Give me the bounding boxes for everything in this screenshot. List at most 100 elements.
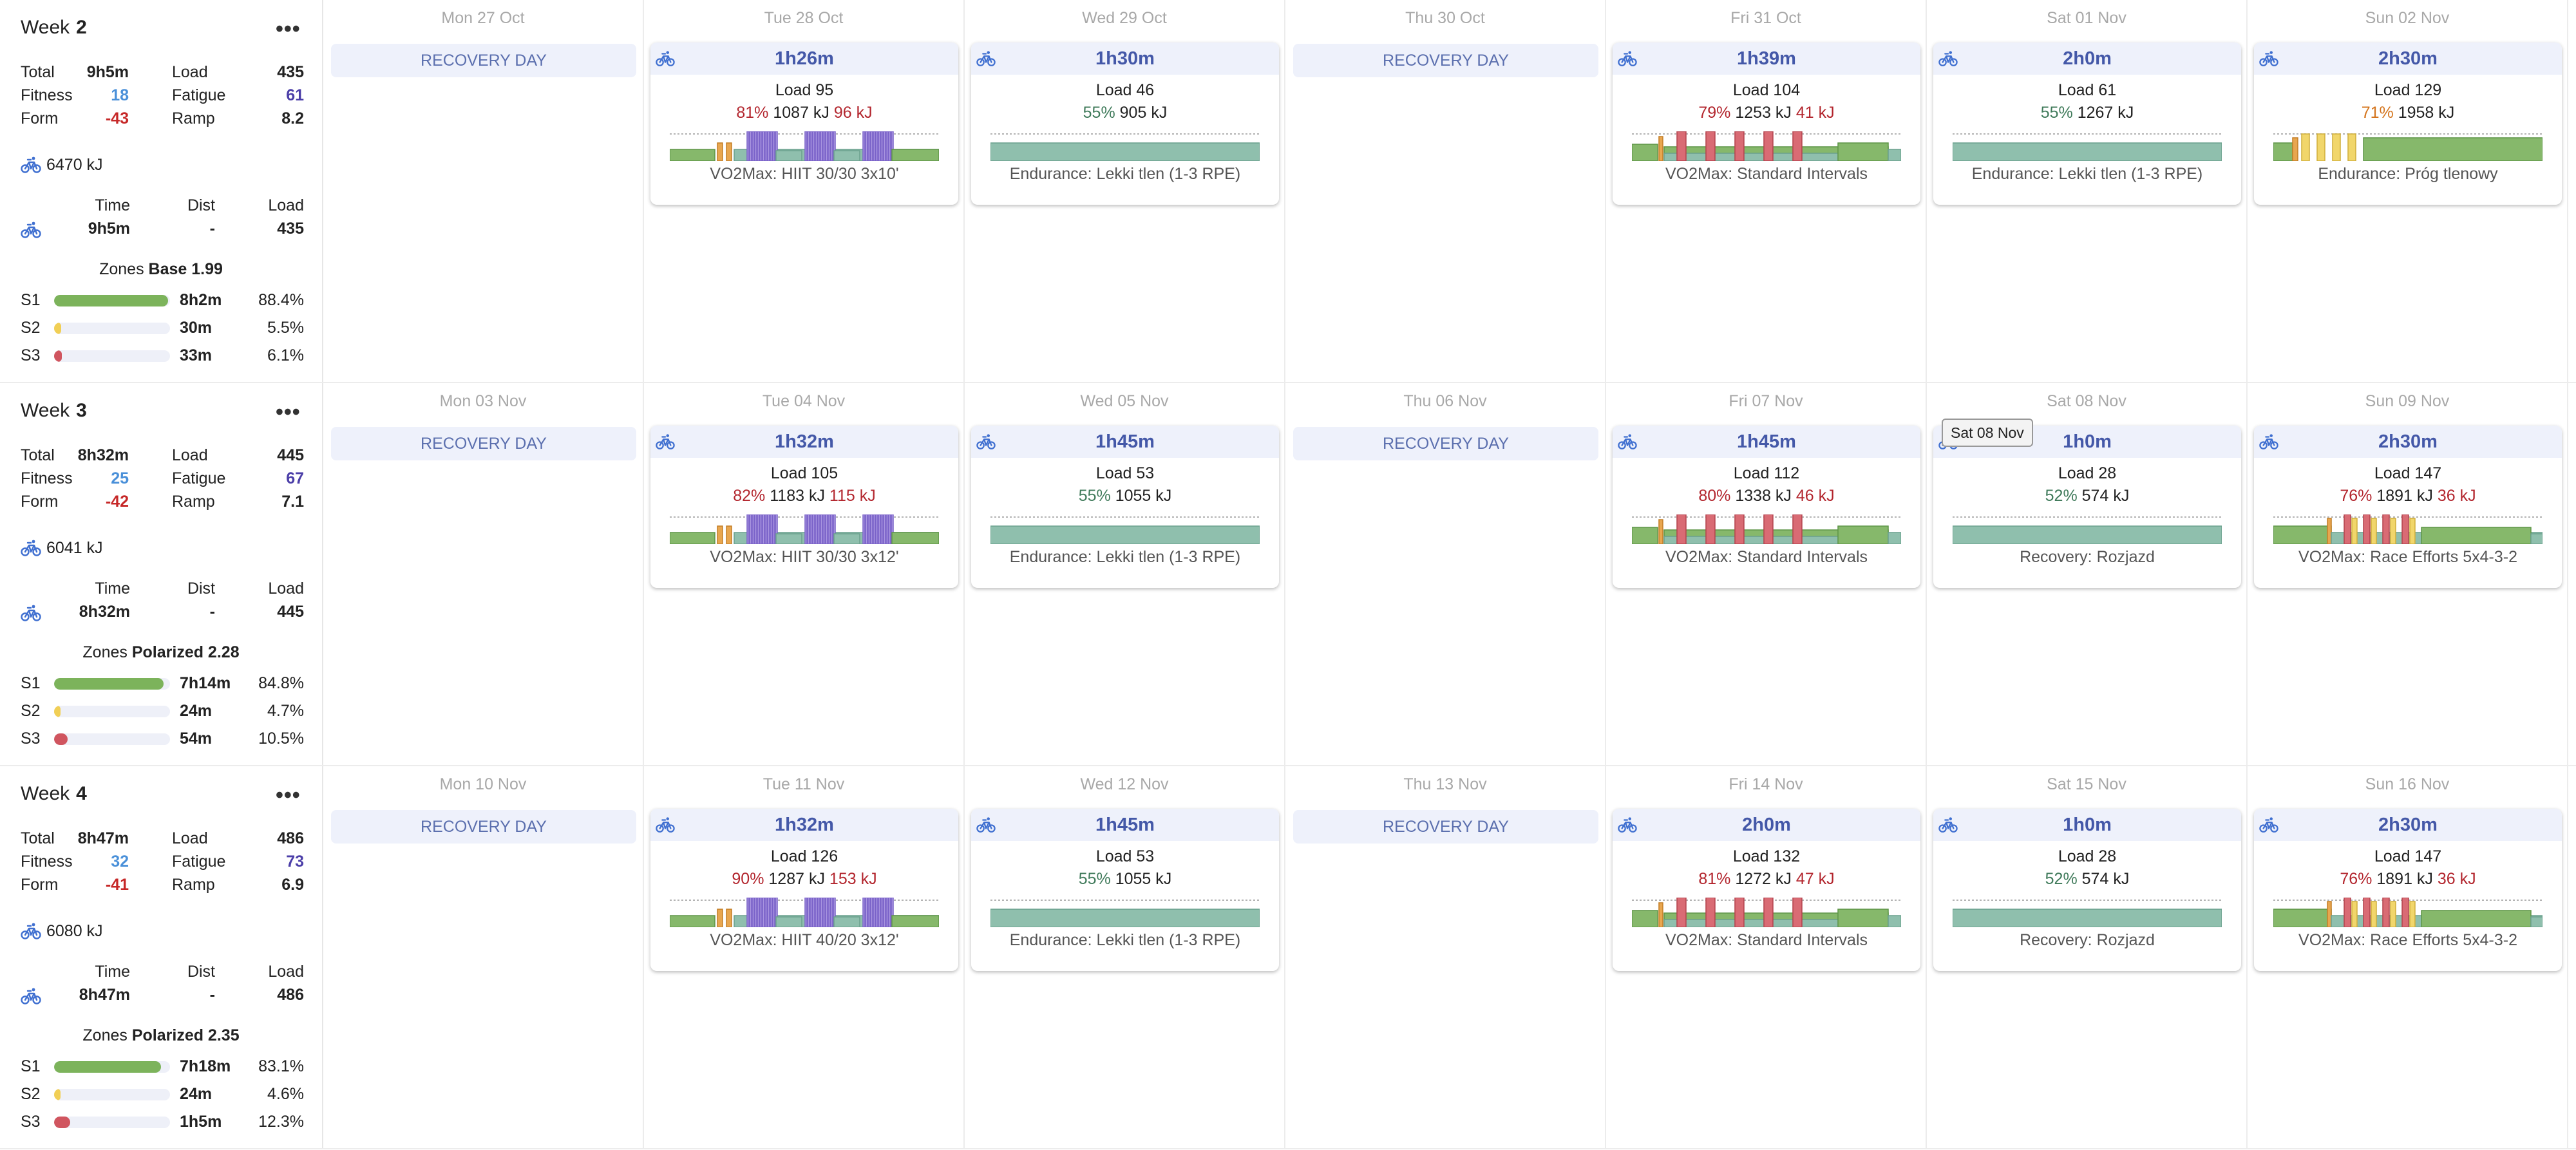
day-cell[interactable]: Thu 13 Nov RECOVERY DAY xyxy=(1285,766,1606,1148)
load-label: Load xyxy=(172,446,208,464)
workout-card[interactable]: 1h26m Load 95 81% 1087 kJ 96 kJ VO2Max: HII… xyxy=(650,42,958,205)
race-effort xyxy=(2344,898,2351,927)
table-row: 8h32m - 445 xyxy=(21,603,304,626)
day-date: Tue 28 Oct xyxy=(764,9,844,27)
workout-load: Load 61 xyxy=(2058,81,2117,99)
zone-percent: 5.5% xyxy=(267,319,304,337)
workout-card[interactable]: 1h32m Load 126 90% 1287 kJ 153 kJ VO2Max: H… xyxy=(650,809,958,971)
day-cell[interactable]: Tue 11 Nov 1h32m Load 126 90% 1287 kJ 153 k… xyxy=(644,766,965,1148)
workout-card[interactable]: 1h30m Load 46 55% 905 kJ Endurance: Lekki t… xyxy=(971,42,1279,205)
day-cell[interactable]: Mon 27 Oct RECOVERY DAY xyxy=(323,0,644,382)
bike-icon xyxy=(656,817,675,833)
zone-percent: 4.6% xyxy=(267,1085,304,1103)
hiit-rep xyxy=(825,514,828,544)
day-cell[interactable]: Thu 06 Nov RECOVERY DAY xyxy=(1285,383,1606,765)
intensity-percent: 76% xyxy=(2340,487,2372,505)
day-cell[interactable]: Sun 16 Nov 2h30m Load 147 76% 1891 kJ 36 kJ… xyxy=(2248,766,2568,1148)
workout-card[interactable]: 2h30m Load 147 76% 1891 kJ 36 kJ VO2Max: Ra… xyxy=(2254,809,2562,971)
day-cell[interactable]: Sat 01 Nov 2h0m Load 61 55% 1267 kJ Enduranc… xyxy=(1927,0,2248,382)
fatigue-label: Fatigue xyxy=(172,469,226,487)
workout-card[interactable]: 1h32m Load 105 82% 1183 kJ 115 kJ VO2Max: H… xyxy=(650,426,958,588)
workout-card[interactable]: 2h0m Load 61 55% 1267 kJ Endurance: Lekki t… xyxy=(1933,42,2241,205)
more-options-button[interactable]: ••• xyxy=(276,400,301,424)
workout-load: Load 126 xyxy=(770,847,838,865)
workout-energy: 1087 kJ xyxy=(773,104,829,122)
endurance-block xyxy=(990,909,1260,927)
race-effort xyxy=(2382,514,2390,544)
bike-icon xyxy=(656,434,675,449)
load-header: Load xyxy=(268,580,304,598)
hiit-rep xyxy=(878,514,881,544)
day-date: Fri 31 Oct xyxy=(1730,9,1801,27)
hiit-rep xyxy=(746,898,750,927)
workout-card[interactable]: 1h0m Load 28 52% 574 kJ Recovery: Rozjazd xyxy=(1933,426,2241,588)
day-cell[interactable]: Tue 04 Nov 1h32m Load 105 82% 1183 kJ 115 k… xyxy=(644,383,965,765)
zone-name: S1 xyxy=(21,674,41,692)
day-cell[interactable]: Fri 07 Nov 1h45m Load 112 80% 1338 kJ 46 kJ… xyxy=(1606,383,1927,765)
day-cell[interactable]: Thu 30 Oct RECOVERY DAY xyxy=(1285,0,1606,382)
day-cell[interactable]: Sat 15 Nov 1h0m Load 28 52% 574 kJ Recovery:… xyxy=(1927,766,2248,1148)
hiit-rep xyxy=(875,514,878,544)
cooldown-block xyxy=(2530,533,2543,544)
day-cell[interactable]: Fri 31 Oct 1h39m Load 104 79% 1253 kJ 41 kJ… xyxy=(1606,0,1927,382)
total-value: 8h47m xyxy=(77,829,129,847)
zone-time: 8h2m xyxy=(180,291,222,309)
bike-icon xyxy=(1938,817,1958,833)
above-threshold-energy: 46 kJ xyxy=(1795,487,1835,505)
more-options-button[interactable]: ••• xyxy=(276,17,301,41)
workout-card[interactable]: 1h45m Load 53 55% 1055 kJ Endurance: Lekki … xyxy=(971,426,1279,588)
workout-card[interactable]: 2h30m Load 129 71% 1958 kJ Endurance: Próg … xyxy=(2254,42,2562,205)
activity-table: Time Dist Load 9h5m - 435 xyxy=(21,196,304,243)
day-cell[interactable]: Mon 03 Nov RECOVERY DAY xyxy=(323,383,644,765)
hiit-rep xyxy=(815,898,818,927)
form-label: Form xyxy=(21,109,59,127)
hiit-rep xyxy=(870,131,873,161)
hiit-rep xyxy=(886,131,889,161)
hiit-rep xyxy=(862,514,866,544)
zone-row: S2 24m 4.7% xyxy=(21,702,304,725)
hiit-rep xyxy=(875,898,878,927)
hiit-rep xyxy=(873,898,876,927)
workout-card[interactable]: 2h30m Load 147 76% 1891 kJ 36 kJ VO2Max: Ra… xyxy=(2254,426,2562,588)
workout-stats: 52% 574 kJ xyxy=(1933,487,2241,505)
zones-title: Zones Base 1.99 xyxy=(0,260,322,279)
workout-card[interactable]: 1h45m Load 53 55% 1055 kJ Endurance: Lekki … xyxy=(971,809,1279,971)
workout-duration: 1h45m xyxy=(1737,431,1796,452)
day-cell[interactable]: Mon 10 Nov RECOVERY DAY xyxy=(323,766,644,1148)
zones-title: Zones Polarized 2.35 xyxy=(0,1026,322,1045)
day-cell[interactable]: Fri 14 Nov 2h0m Load 132 81% 1272 kJ 47 kJ V… xyxy=(1606,766,1927,1148)
day-date: Sun 09 Nov xyxy=(2365,392,2450,410)
workout-card[interactable]: 1h0m Load 28 52% 574 kJ Recovery: Rozjazd xyxy=(1933,809,2241,971)
workout-card-header: 1h26m xyxy=(650,42,958,75)
day-cell[interactable]: Sun 09 Nov 2h30m Load 147 76% 1891 kJ 36 kJ… xyxy=(2248,383,2568,765)
hiit-rep xyxy=(888,898,891,927)
day-cell[interactable]: Wed 29 Oct 1h30m Load 46 55% 905 kJ Enduranc… xyxy=(965,0,1285,382)
hiit-rep xyxy=(878,898,881,927)
more-options-button[interactable]: ••• xyxy=(276,783,301,807)
workout-stats: 71% 1958 kJ xyxy=(2254,104,2562,122)
workout-duration: 1h39m xyxy=(1737,48,1796,69)
day-date: Sat 15 Nov xyxy=(2047,775,2126,793)
effort-block xyxy=(1658,136,1663,161)
hiit-rep xyxy=(891,514,894,544)
rest-block xyxy=(833,533,860,544)
day-date: Mon 03 Nov xyxy=(439,392,527,410)
vo2-interval xyxy=(1676,514,1687,544)
zones-label: Zones xyxy=(99,260,144,278)
day-cell[interactable]: Tue 28 Oct 1h26m Load 95 81% 1087 kJ 96 kJ V… xyxy=(644,0,965,382)
workout-card[interactable]: 2h0m Load 132 81% 1272 kJ 47 kJ VO2Max: Sta… xyxy=(1613,809,1920,971)
fitness-value: 32 xyxy=(111,853,129,871)
workout-card-header: 1h45m xyxy=(971,426,1279,458)
workout-load: Load 112 xyxy=(1733,464,1800,482)
bike-icon xyxy=(21,222,41,238)
zone-bar xyxy=(54,733,170,745)
day-cell[interactable]: Sun 02 Nov 2h30m Load 129 71% 1958 kJ Endura… xyxy=(2248,0,2568,382)
workout-card[interactable]: 1h45m Load 112 80% 1338 kJ 46 kJ VO2Max: St… xyxy=(1613,426,1920,588)
day-cell[interactable]: Wed 12 Nov 1h45m Load 53 55% 1055 kJ Enduran… xyxy=(965,766,1285,1148)
warmup-block xyxy=(670,915,715,927)
day-cell[interactable]: Wed 05 Nov 1h45m Load 53 55% 1055 kJ Enduran… xyxy=(965,383,1285,765)
workout-profile-chart xyxy=(1953,900,2222,927)
race-effort xyxy=(2351,901,2358,927)
workout-profile-chart xyxy=(1632,898,1901,927)
workout-card[interactable]: 1h39m Load 104 79% 1253 kJ 41 kJ VO2Max: St… xyxy=(1613,42,1920,205)
